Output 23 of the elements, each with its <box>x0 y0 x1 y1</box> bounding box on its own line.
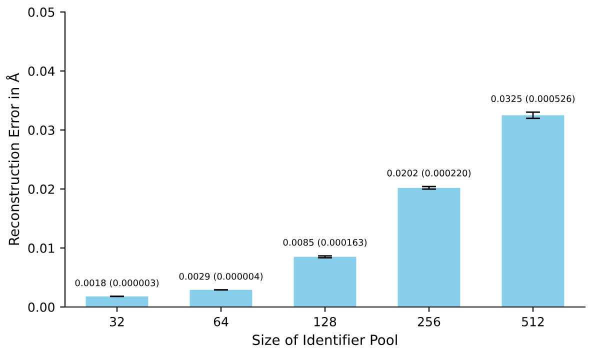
data-label: 0.0018 (0.000003) <box>75 279 159 288</box>
data-label: 0.0202 (0.000220) <box>387 169 471 178</box>
y-tick-label: 0.05 <box>28 7 54 17</box>
y-tick-label: 0.02 <box>28 184 54 194</box>
x-tick-label: 256 <box>418 316 440 326</box>
x-tick-label: 128 <box>314 316 336 326</box>
x-tick-label: 32 <box>110 316 124 326</box>
y-tick-label: 0.03 <box>28 125 54 135</box>
bar <box>398 188 460 307</box>
data-label: 0.0085 (0.000163) <box>283 238 367 247</box>
x-tick-label: 512 <box>522 316 544 326</box>
bar <box>86 296 148 307</box>
x-tick-label: 64 <box>214 316 228 326</box>
y-tick-label: 0.01 <box>28 243 54 253</box>
x-axis-title: Size of Identifier Pool <box>252 334 397 346</box>
data-label: 0.0029 (0.000004) <box>179 272 263 281</box>
bar <box>190 290 252 307</box>
y-tick-label: 0.00 <box>28 302 54 312</box>
bar <box>294 256 356 307</box>
y-tick-label: 0.04 <box>28 66 55 76</box>
bar <box>502 115 564 307</box>
y-axis-title: Reconstruction Error in Å <box>6 73 20 245</box>
data-label: 0.0325 (0.000526) <box>491 95 575 104</box>
